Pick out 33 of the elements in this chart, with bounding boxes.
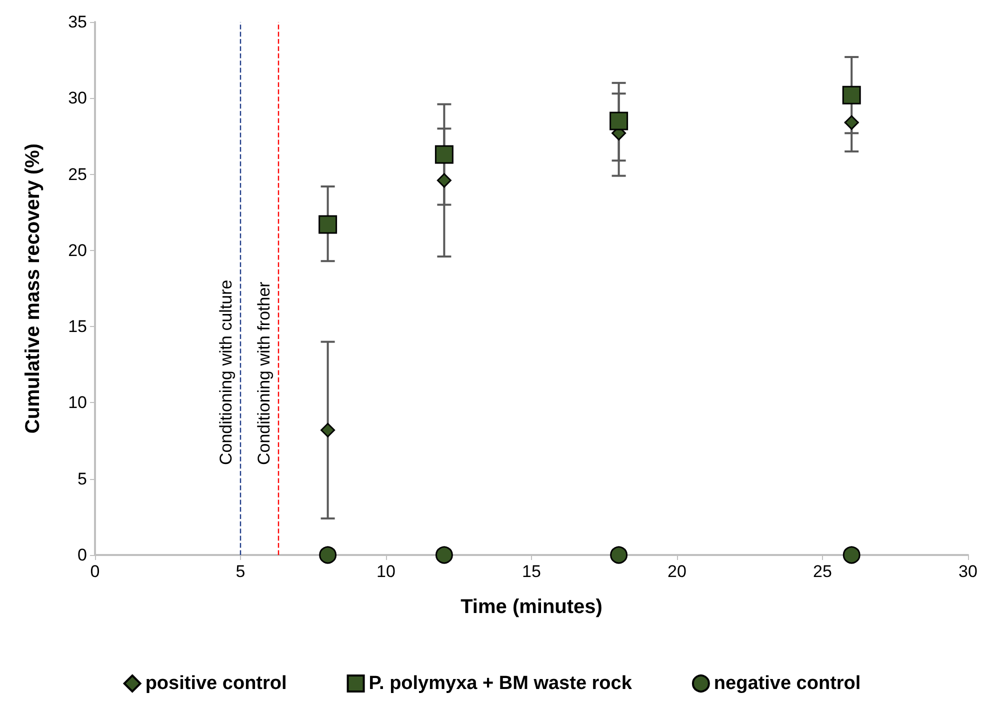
x-tick-label: 25 xyxy=(813,562,832,581)
point xyxy=(844,115,859,130)
legend-label: positive control xyxy=(145,673,287,694)
legend-label: negative control xyxy=(714,673,861,694)
y-tick-label: 20 xyxy=(68,240,87,260)
y-axis-title: Cumulative mass recovery (%) xyxy=(22,143,44,434)
y-tick-label: 25 xyxy=(68,164,87,184)
y-tick-label: 0 xyxy=(78,546,87,564)
x-tick-label: 0 xyxy=(90,562,100,581)
point xyxy=(435,546,453,564)
y-tick-label: 30 xyxy=(68,88,87,108)
legend-label: P. polymyxa + BM waste rock xyxy=(368,673,632,694)
x-axis-title: Time (minutes) xyxy=(460,596,602,618)
ref-line-label: Conditioning with frother xyxy=(254,281,274,465)
x-tick-label: 30 xyxy=(958,562,978,581)
point xyxy=(320,422,336,438)
point xyxy=(842,546,860,564)
point xyxy=(318,215,338,234)
ref-line-label: Conditioning with culture xyxy=(216,280,236,465)
x-tick-label: 5 xyxy=(236,562,246,581)
y-tick-label: 5 xyxy=(78,469,87,488)
y-tick-label: 35 xyxy=(68,12,87,32)
point xyxy=(436,173,452,188)
y-tick-label: 15 xyxy=(68,317,87,336)
x-tick-label: 15 xyxy=(522,562,541,581)
point xyxy=(842,86,861,104)
point xyxy=(610,112,628,130)
point xyxy=(610,546,628,564)
y-tick-label: 10 xyxy=(68,393,87,412)
point xyxy=(434,145,454,164)
point xyxy=(319,546,337,564)
x-tick-label: 10 xyxy=(376,562,396,581)
x-tick-label: 20 xyxy=(668,562,686,581)
